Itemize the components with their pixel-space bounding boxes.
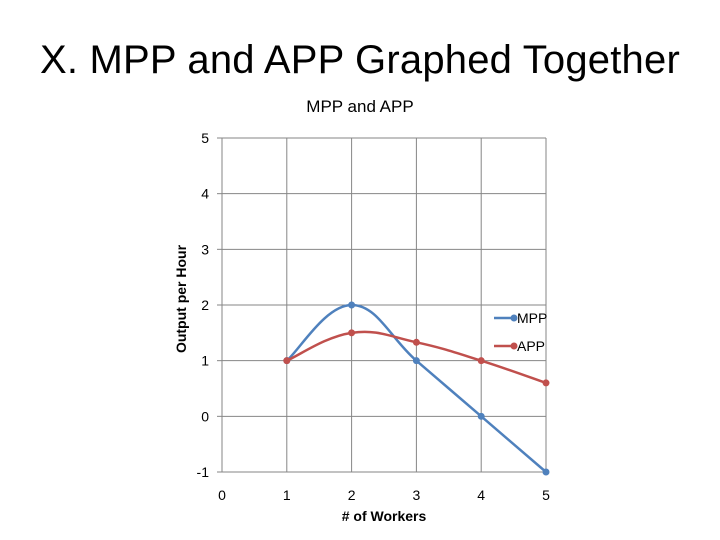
mpp-legend-marker: [510, 314, 518, 322]
x-tick-label: 1: [283, 487, 291, 503]
x-tick-label: 5: [542, 487, 550, 503]
y-tick-label: 3: [201, 241, 209, 257]
labels: -1 0 1 2 3 4 5 0 1 2 3 4 5 MPP and APP # of Workers Out…: [173, 97, 550, 524]
mpp-data-point: [348, 301, 356, 309]
x-tick-label: 0: [218, 487, 226, 503]
y-tick-label: 0: [201, 408, 209, 424]
axes: [217, 137, 223, 473]
y-tick-label: 1: [201, 353, 209, 369]
grid-lines: [221, 137, 547, 473]
app-legend-label: APP: [517, 338, 545, 354]
y-axis-label: Output per Hour: [173, 244, 189, 353]
y-tick-label: 5: [201, 130, 209, 146]
chart-title: MPP and APP: [306, 97, 413, 116]
app-data-point: [477, 357, 485, 365]
y-tick-label: 2: [201, 297, 209, 313]
slide-title: X. MPP and APP Graphed Together: [40, 38, 680, 82]
mpp-data-point: [412, 357, 420, 365]
x-tick-label: 3: [413, 487, 421, 503]
legend: MPP APP: [494, 310, 547, 354]
app-data-point: [542, 379, 550, 387]
x-axis-label: # of Workers: [342, 508, 427, 524]
x-tick-label: 4: [477, 487, 485, 503]
x-tick-label: 2: [348, 487, 356, 503]
app-legend-marker: [510, 342, 518, 350]
mpp-legend-label: MPP: [517, 310, 547, 326]
series-group: [283, 301, 550, 476]
app-data-point: [348, 329, 356, 337]
app-data-point: [412, 338, 420, 346]
mpp-data-point: [477, 412, 485, 420]
y-tick-label: -1: [197, 464, 210, 480]
mpp-data-point: [542, 468, 550, 476]
y-tick-label: 4: [201, 186, 209, 202]
app-data-point: [283, 357, 291, 365]
